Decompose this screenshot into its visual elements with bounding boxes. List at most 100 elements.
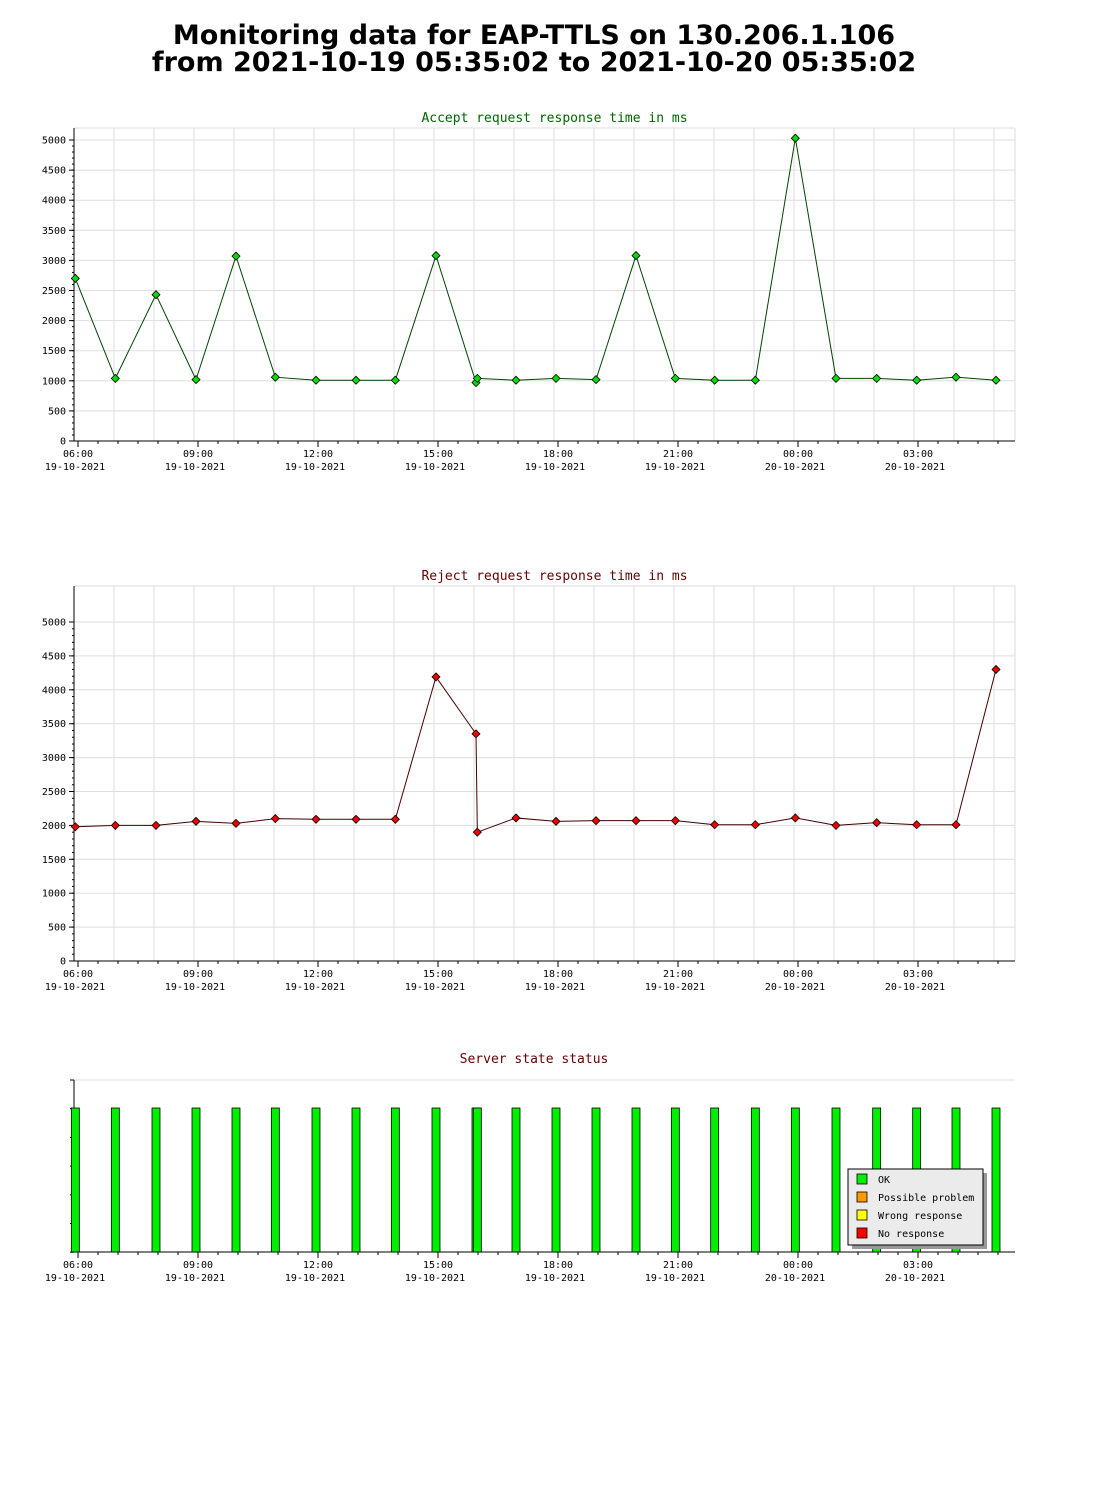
accept-data-point — [431, 251, 441, 261]
accept-chart-title: Accept request response time in ms — [421, 111, 687, 126]
x-tick-time-label: 09:00 — [183, 969, 213, 980]
accept-y-tick-label: 1000 — [42, 376, 66, 387]
accept-data-point — [831, 373, 841, 383]
accept-data-point — [70, 273, 80, 284]
x-tick-date-label: 19-10-2021 — [165, 982, 225, 993]
status-bar — [231, 1107, 241, 1253]
x-tick-date-label: 20-10-2021 — [765, 462, 825, 473]
accept-y-tick-label: 500 — [48, 406, 66, 417]
accept-data-point — [631, 251, 641, 261]
reject-data-point — [991, 664, 1001, 675]
x-tick-time-label: 15:00 — [423, 1260, 453, 1271]
x-tick-date-label: 19-10-2021 — [645, 1273, 705, 1284]
reject-data-point — [351, 814, 361, 824]
x-tick-time-label: 12:00 — [303, 1260, 333, 1271]
page-title-line-1: Monitoring data for EAP-TTLS on 130.206.… — [172, 20, 896, 51]
reject-data-point — [231, 818, 241, 828]
accept-y-tick-label: 2500 — [42, 286, 66, 297]
status-bar — [270, 1107, 280, 1253]
reject-chart: Reject request response time in ms 0 500 10… — [42, 569, 1016, 993]
accept-y-tick-label: 4000 — [42, 196, 66, 207]
x-tick-date-label: 19-10-2021 — [525, 462, 585, 473]
x-tick-date-label: 19-10-2021 — [45, 1273, 105, 1284]
status-bar — [591, 1107, 601, 1253]
x-tick-time-label: 09:00 — [183, 1260, 213, 1271]
reject-data-point — [551, 816, 561, 826]
accept-data-point — [991, 375, 1001, 385]
reject-data-point — [110, 820, 120, 830]
x-tick-time-label: 09:00 — [183, 449, 213, 460]
accept-y-tick-label: 1500 — [42, 346, 66, 357]
status-bar — [70, 1107, 80, 1253]
status-chart-title: Server state status — [460, 1052, 609, 1067]
x-tick-date-label: 20-10-2021 — [885, 1273, 945, 1284]
status-bar — [191, 1107, 201, 1253]
reject-data-point — [431, 672, 441, 682]
accept-data-point — [311, 375, 321, 385]
reject-data-point — [750, 820, 760, 830]
x-tick-time-label: 12:00 — [303, 449, 333, 460]
accept-data-point — [872, 373, 882, 383]
accept-data-point — [511, 375, 521, 385]
x-tick-date-label: 19-10-2021 — [405, 1273, 465, 1284]
x-tick-time-label: 06:00 — [63, 969, 93, 980]
accept-y-tick-label: 2000 — [42, 316, 66, 327]
legend-label: OK — [878, 1175, 890, 1186]
reject-data-point — [591, 816, 601, 826]
reject-y-tick-label: 0 — [60, 957, 66, 968]
x-tick-time-label: 06:00 — [63, 1260, 93, 1271]
legend-label: Wrong response — [878, 1211, 962, 1222]
reject-data-point — [311, 814, 321, 824]
accept-data-point — [591, 375, 601, 385]
accept-data-point — [951, 372, 961, 382]
accept-data-point — [270, 372, 280, 382]
reject-data-point — [471, 729, 481, 739]
reject-data-point — [511, 813, 521, 823]
x-tick-date-label: 19-10-2021 — [285, 1273, 345, 1284]
reject-data-point — [472, 827, 482, 837]
reject-y-tick-label: 4500 — [42, 651, 66, 662]
x-tick-date-label: 19-10-2021 — [405, 462, 465, 473]
x-tick-time-label: 21:00 — [663, 1260, 693, 1271]
x-tick-time-label: 03:00 — [903, 1260, 933, 1271]
accept-data-point — [110, 373, 120, 383]
accept-y-tick-label: 3000 — [42, 256, 66, 267]
x-tick-time-label: 03:00 — [903, 969, 933, 980]
status-bar — [472, 1107, 482, 1253]
reject-data-point — [951, 820, 961, 830]
legend-label: Possible problem — [878, 1193, 974, 1204]
x-tick-time-label: 15:00 — [423, 449, 453, 460]
x-tick-date-label: 20-10-2021 — [885, 462, 945, 473]
x-tick-date-label: 19-10-2021 — [45, 462, 105, 473]
x-tick-date-label: 19-10-2021 — [525, 982, 585, 993]
reject-data-point — [70, 822, 80, 832]
x-tick-date-label: 19-10-2021 — [165, 462, 225, 473]
status-bar — [670, 1107, 680, 1253]
accept-data-point — [351, 375, 361, 385]
accept-y-tick-label: 3500 — [42, 226, 66, 237]
status-bar — [551, 1107, 561, 1253]
x-tick-time-label: 00:00 — [783, 449, 813, 460]
reject-y-tick-label: 4000 — [42, 685, 66, 696]
reject-data-point — [872, 818, 882, 828]
x-tick-time-label: 18:00 — [543, 449, 573, 460]
reject-data-point — [831, 820, 841, 830]
legend-label: No response — [878, 1229, 944, 1240]
status-bar — [351, 1107, 361, 1253]
status-bar — [151, 1107, 161, 1253]
accept-data-point — [151, 290, 161, 300]
status-bar — [511, 1107, 521, 1253]
status-bar — [831, 1107, 841, 1253]
accept-data-point — [790, 133, 800, 143]
status-bar — [750, 1107, 760, 1253]
reject-y-tick-label: 3000 — [42, 753, 66, 764]
reject-y-tick-label: 3500 — [42, 719, 66, 730]
status-bar — [110, 1107, 120, 1253]
status-bar — [790, 1107, 800, 1253]
accept-data-point — [551, 373, 561, 383]
reject-y-tick-label: 2500 — [42, 787, 66, 798]
reject-y-tick-label: 5000 — [42, 618, 66, 629]
page-title: Monitoring data for EAP-TTLS on 130.206.… — [0, 22, 1068, 76]
x-tick-date-label: 19-10-2021 — [165, 1273, 225, 1284]
